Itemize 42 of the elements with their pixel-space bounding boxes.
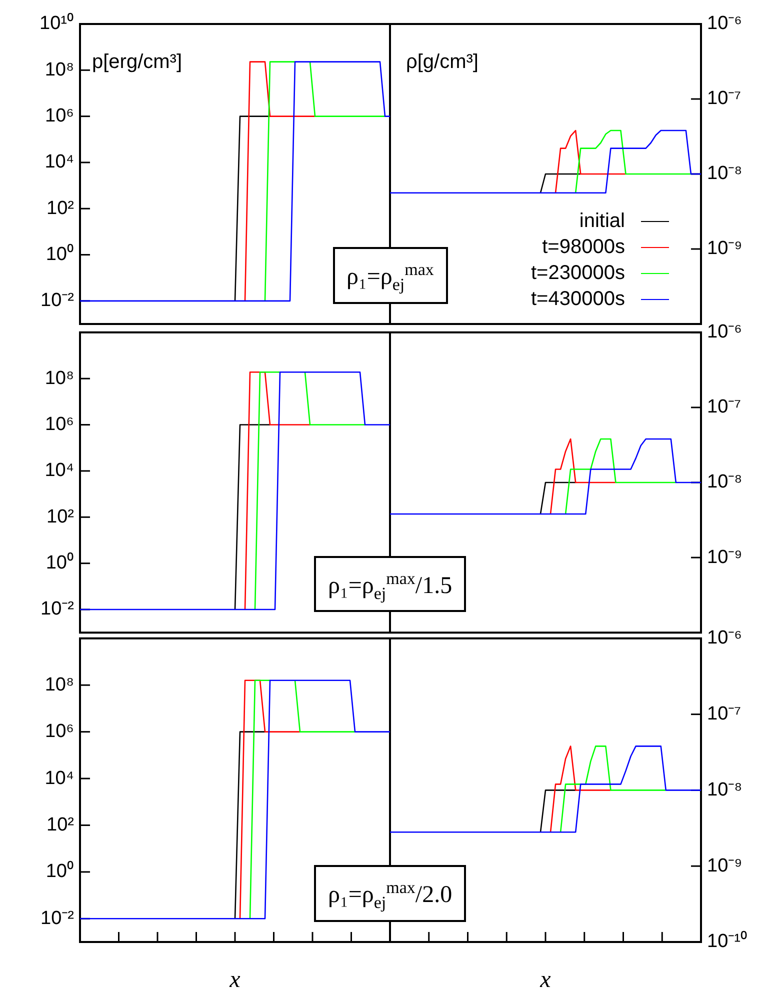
y-tick-label: 10⁰ — [46, 243, 74, 266]
legend-label: t=98000s — [542, 236, 625, 258]
y-tick-label: 10⁻⁷ — [707, 704, 742, 725]
y-tick-label: 10⁸ — [44, 59, 74, 80]
y-tick-label: 10⁴ — [44, 460, 74, 482]
y-tick-label: 10⁶ — [45, 721, 74, 742]
y-tick-label: 10⁴ — [44, 152, 74, 173]
y-tick-label: 10² — [46, 198, 74, 219]
y-tick-label: 10⁻⁹ — [707, 546, 742, 568]
y-tick-label: 10⁻⁷ — [707, 396, 742, 418]
y-tick-label: 10⁻⁷ — [707, 88, 742, 110]
y-tick-label: 10⁻¹⁰ — [707, 930, 748, 952]
y-tick-label: 10⁻⁸ — [707, 779, 742, 800]
x-axis-title: x — [228, 966, 241, 993]
y-tick-label: 10¹⁰ — [40, 12, 74, 34]
y-tick-label: 10⁻² — [40, 598, 74, 620]
y-tick-label: 10⁻⁸ — [707, 472, 742, 493]
y-tick-label: 10⁰ — [46, 552, 74, 574]
y-tick-label: 10⁻² — [40, 908, 74, 929]
legend-label: t=430000s — [531, 288, 625, 310]
y-tick-label: 10⁻⁶ — [707, 13, 742, 34]
annotation: ρ₁=ρ$_{ej}$$^{max}$/1.5 — [314, 556, 466, 612]
y-tick-label: 10⁶ — [45, 106, 74, 127]
y-axis-title: ρ[g/cm³] — [406, 51, 478, 73]
y-tick-label: 10⁻⁹ — [707, 855, 742, 876]
y-tick-label: 10⁻⁶ — [707, 322, 742, 343]
x-axis-title: x — [539, 966, 552, 993]
y-tick-label: 10² — [46, 506, 74, 528]
y-tick-label: 10⁻⁹ — [707, 238, 742, 260]
y-axis-title: p[erg/cm³] — [92, 51, 182, 73]
legend-label: t=230000s — [531, 262, 625, 284]
y-tick-label: 10⁻² — [40, 290, 74, 312]
y-tick-label: 10⁶ — [45, 414, 74, 436]
legend-label: initial — [579, 210, 625, 232]
y-tick-label: 10⁻⁶ — [707, 628, 742, 649]
y-tick-label: 10⁰ — [46, 860, 74, 882]
annotation: ρ₁=ρ$_{ej}$$^{max}$/2.0 — [314, 865, 466, 922]
y-tick-label: 10² — [46, 814, 74, 836]
y-tick-label: 10⁻⁸ — [707, 163, 742, 184]
y-tick-label: 10⁴ — [44, 768, 74, 789]
y-tick-label: 10⁸ — [44, 674, 74, 696]
y-tick-label: 10⁸ — [44, 368, 74, 389]
